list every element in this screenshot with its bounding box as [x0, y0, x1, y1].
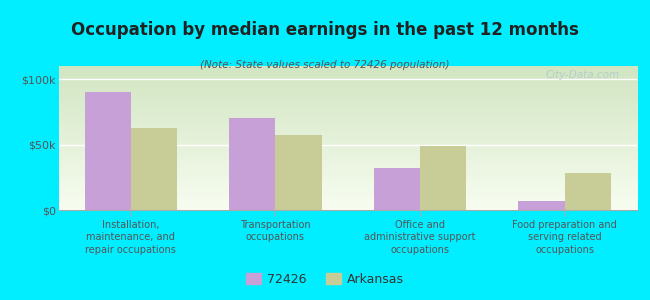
Text: City-Data.com: City-Data.com	[545, 70, 619, 80]
Bar	[420, 146, 466, 210]
Bar	[276, 135, 322, 210]
Legend: 72426, Arkansas: 72426, Arkansas	[241, 268, 409, 291]
Bar	[131, 128, 177, 210]
Bar	[565, 173, 611, 210]
Text: Occupation by median earnings in the past 12 months: Occupation by median earnings in the pas…	[71, 21, 579, 39]
Bar	[229, 118, 276, 210]
Bar	[519, 201, 565, 210]
Text: (Note: State values scaled to 72426 population): (Note: State values scaled to 72426 popu…	[200, 60, 450, 70]
Bar	[84, 92, 131, 210]
Bar	[374, 168, 420, 210]
